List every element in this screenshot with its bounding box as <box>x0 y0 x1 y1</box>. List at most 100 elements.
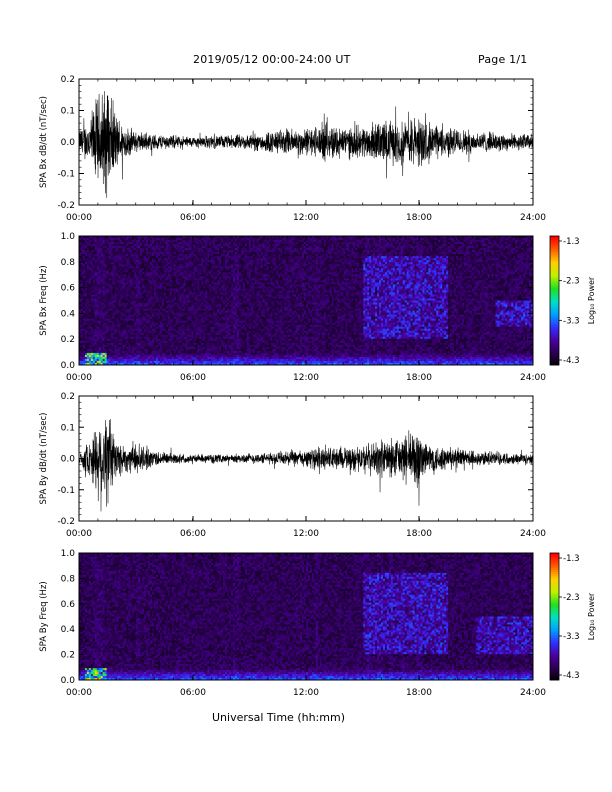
heatmap-cell <box>120 250 122 252</box>
heatmap-cell <box>85 341 87 343</box>
heatmap-cell <box>117 355 119 357</box>
heatmap-cell <box>117 290 119 292</box>
heatmap-cell <box>117 298 119 300</box>
heatmap-cell <box>85 280 87 282</box>
heatmap-cell <box>91 240 93 242</box>
heatmap-cell <box>91 345 93 347</box>
heatmap-cell <box>111 315 113 317</box>
heatmap-cell <box>111 331 113 333</box>
heatmap-cell <box>85 276 87 278</box>
heatmap-cell <box>107 347 109 349</box>
heatmap-cell <box>91 331 93 333</box>
heatmap-cell <box>120 347 122 349</box>
heatmap-cell <box>95 262 97 264</box>
heatmap-cell <box>117 313 119 315</box>
heatmap-cell <box>81 309 83 311</box>
heatmap-cell <box>101 290 103 292</box>
heatmap-cell <box>81 315 83 317</box>
heatmap-cell <box>95 268 97 270</box>
heatmap-cell <box>111 280 113 282</box>
heatmap-cell <box>81 290 83 292</box>
heatmap-cell <box>111 341 113 343</box>
heatmap-cell <box>95 337 97 339</box>
heatmap-cell <box>95 355 97 357</box>
heatmap-cell <box>120 268 122 270</box>
heatmap-cell <box>85 323 87 325</box>
heatmap-cell <box>117 327 119 329</box>
heatmap-cell <box>81 331 83 333</box>
heatmap-cell <box>101 280 103 282</box>
y-tick-label: 0.0 <box>61 138 76 148</box>
heatmap-cell <box>111 258 113 260</box>
heatmap-cell <box>81 272 83 274</box>
heatmap-cell <box>120 345 122 347</box>
heatmap-cell <box>95 294 97 296</box>
heatmap-cell <box>101 268 103 270</box>
heatmap-cell <box>120 319 122 321</box>
heatmap-cell <box>91 248 93 250</box>
heatmap-cell <box>101 315 103 317</box>
heatmap-cell <box>101 331 103 333</box>
heatmap-cell <box>117 315 119 317</box>
heatmap-cell <box>95 244 97 246</box>
heatmap-cell <box>95 333 97 335</box>
heatmap-cell <box>95 309 97 311</box>
heatmap-cell <box>126 305 128 307</box>
heatmap-cell <box>81 248 83 250</box>
heatmap-cell <box>85 286 87 288</box>
heatmap-cell <box>81 301 83 303</box>
heatmap-cell <box>91 268 93 270</box>
heatmap-cell <box>111 345 113 347</box>
heatmap-cell <box>107 301 109 303</box>
x-tick-label: 12:00 <box>293 213 319 223</box>
heatmap-cell <box>107 282 109 284</box>
heatmap-cell <box>95 298 97 300</box>
heatmap-cell <box>81 341 83 343</box>
heatmap-cell <box>107 359 109 361</box>
heatmap-cell <box>101 240 103 242</box>
heatmap-cell <box>91 323 93 325</box>
heatmap-cell <box>107 240 109 242</box>
heatmap-cell <box>85 347 87 349</box>
heatmap-cell <box>126 327 128 329</box>
heatmap-cell <box>91 305 93 307</box>
panel-1: 00:00 06:00 12:00 18:00 24:000.20.10.0-0.1-0… <box>39 75 546 223</box>
heatmap-cell <box>111 309 113 311</box>
heatmap-cell <box>111 244 113 246</box>
heatmap-cell <box>101 286 103 288</box>
heatmap-cell <box>91 351 93 353</box>
heatmap-cell <box>95 313 97 315</box>
heatmap-cell <box>81 258 83 260</box>
heatmap-cell <box>101 327 103 329</box>
heatmap-cell <box>95 250 97 252</box>
heatmap-cell <box>126 280 128 282</box>
heatmap-cell <box>107 268 109 270</box>
heatmap-cell <box>101 244 103 246</box>
heatmap-cell <box>95 258 97 260</box>
heatmap-cell <box>85 359 87 361</box>
heatmap-cell <box>95 359 97 361</box>
heatmap-cell <box>126 248 128 250</box>
heatmap-cell <box>101 309 103 311</box>
heatmap-cell <box>120 244 122 246</box>
heatmap-cell <box>107 345 109 347</box>
heatmap-cell <box>81 305 83 307</box>
heatmap-cell <box>117 319 119 321</box>
heatmap-cell <box>101 347 103 349</box>
heatmap-cell <box>120 333 122 335</box>
heatmap-cell <box>117 248 119 250</box>
heatmap-cell <box>101 266 103 268</box>
heatmap-cell <box>101 345 103 347</box>
heatmap-cell <box>117 331 119 333</box>
heatmap-cell <box>126 282 128 284</box>
heatmap-cell <box>91 254 93 256</box>
heatmap-cell <box>117 276 119 278</box>
heatmap-cell <box>120 359 122 361</box>
heatmap-cell <box>111 248 113 250</box>
heatmap-cell <box>85 282 87 284</box>
heatmap-cell <box>91 315 93 317</box>
heatmap-cell <box>107 286 109 288</box>
heatmap-cell <box>126 272 128 274</box>
heatmap-cells <box>79 236 533 365</box>
heatmap-cell <box>91 333 93 335</box>
